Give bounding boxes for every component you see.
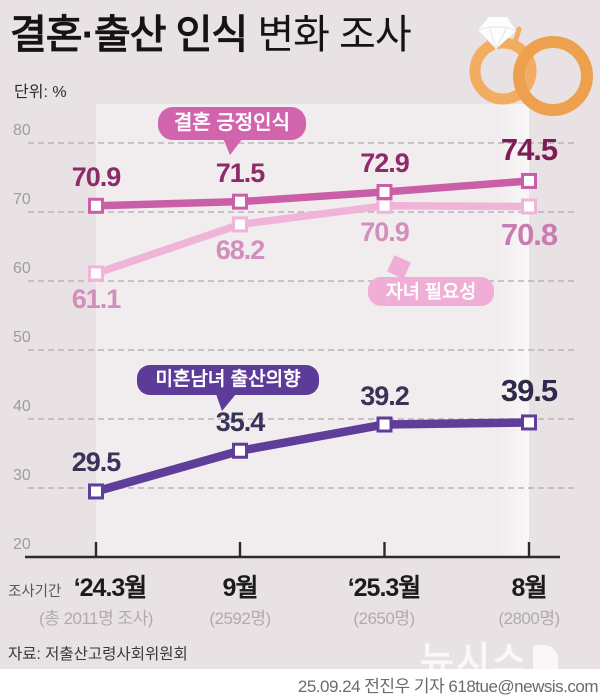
y-axis-label-70: 70 xyxy=(13,191,31,208)
x-axis-title: 조사기간 xyxy=(8,584,62,600)
series-label-birth-pointer xyxy=(216,394,236,411)
last-column-highlight xyxy=(498,104,529,557)
wedding-rings-icon xyxy=(469,17,593,116)
x-tick-sublabel-3: (2650명) xyxy=(353,609,415,628)
credit-text: 25.09.24 전진우 기자 618tue@newsis.com xyxy=(297,677,599,696)
page-title-bold: 결혼·출산 인식 xyxy=(10,13,248,57)
x-tick-label-2: 9월 xyxy=(222,574,259,602)
plot-background-band xyxy=(96,104,529,557)
credit-strip: 25.09.24 전진우 기자 618tue@newsis.com xyxy=(0,669,600,697)
unit-label: 단위: % xyxy=(14,84,67,101)
x-tick-sublabel-2: (2592명) xyxy=(209,609,271,628)
series-label-marriage: 결혼 긍정인식 xyxy=(158,107,306,140)
x-tick-label-1: ‘24.3월 xyxy=(73,574,148,602)
x-tick-label-4: 8월 xyxy=(511,574,548,602)
series-label-birth: 미혼남녀 출산의향 xyxy=(137,365,319,395)
y-axis-label-60: 60 xyxy=(13,260,31,277)
source-text: 자료: 저출산고령사회위원회 xyxy=(8,646,188,663)
y-axis-label-50: 50 xyxy=(13,329,31,346)
y-axis-label-80: 80 xyxy=(13,122,31,139)
series-label-children: 자녀 필요성 xyxy=(368,277,494,306)
y-axis-label-20: 20 xyxy=(13,536,31,553)
page-title: 결혼·출산 인식 변화 조사 xyxy=(10,12,412,58)
page-title-regular: 변화 조사 xyxy=(247,13,411,57)
x-tick-label-3: ‘25.3월 xyxy=(347,574,422,602)
x-tick-sublabel-4: (2800명) xyxy=(498,609,560,628)
y-axis-label-40: 40 xyxy=(13,398,31,415)
series-label-marriage-pointer xyxy=(223,138,243,155)
y-axis-label-30: 30 xyxy=(13,467,31,484)
x-tick-sublabel-1: (총 2011명 조사) xyxy=(39,609,153,628)
